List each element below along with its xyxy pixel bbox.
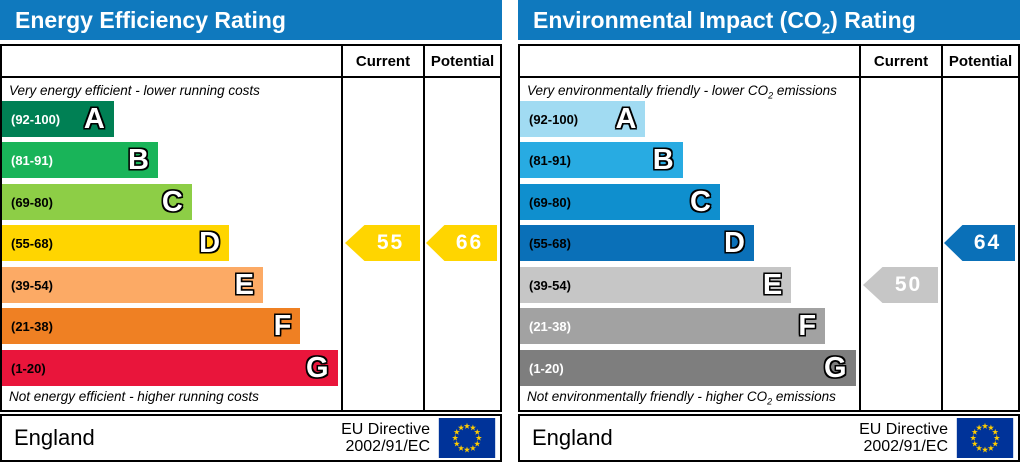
band-letter: E: [762, 269, 783, 301]
top-caption: Very energy efficient - lower running co…: [9, 83, 260, 98]
eu-flag-icon: [956, 418, 1014, 458]
eu-flag-icon: [438, 418, 496, 458]
band-bar-G: (1-20) G: [520, 350, 856, 386]
band-bar-C: (69-80) C: [520, 184, 720, 220]
band-row-A: (92-100) A: [520, 101, 859, 137]
band-range-label: (55-68): [529, 235, 571, 251]
eu-directive-label: EU Directive 2002/91/EC: [859, 421, 948, 455]
band-range-label: (81-91): [529, 152, 571, 168]
panel-title-sub: 2: [821, 20, 831, 38]
band-row-C: (69-80) C: [2, 184, 341, 220]
band-list: (92-100) A (81-91) B (69-80) C: [2, 101, 341, 391]
band-row-D: (55-68) D: [2, 225, 341, 261]
potential-arrow-lane: 66: [425, 101, 500, 391]
panel-footer: England EU Directive 2002/91/EC: [518, 414, 1020, 462]
band-bar-G: (1-20) G: [2, 350, 338, 386]
current-column: Current: [341, 46, 423, 410]
current-rating-arrow: 50: [863, 267, 938, 303]
band-letter: D: [723, 227, 745, 259]
environmental-title-bar: Environmental Impact (CO2) Rating: [518, 0, 1020, 40]
band-bar-B: (81-91) B: [2, 142, 158, 178]
band-row-E: (39-54) E: [2, 267, 341, 303]
band-range-label: (92-100): [11, 111, 61, 127]
band-range-label: (39-54): [11, 277, 53, 293]
band-row-A: (92-100) A: [2, 101, 341, 137]
potential-rating-arrow: 64: [944, 225, 1015, 261]
band-bar-B: (81-91) B: [520, 142, 683, 178]
band-letter: G: [306, 352, 329, 384]
energy-rating-chart: Current Potential Very energy efficient …: [0, 44, 502, 412]
band-bar-A: (92-100) A: [520, 101, 646, 137]
top-caption: Very environmentally friendly - lower CO…: [527, 83, 837, 101]
panel-title-post: ) Rating: [830, 7, 916, 33]
band-letter: E: [234, 269, 255, 301]
band-range-label: (39-54): [529, 277, 571, 293]
band-row-B: (81-91) B: [520, 142, 859, 178]
band-list: (92-100) A (81-91) B (69-80) C: [520, 101, 859, 391]
energy-title-bar: Energy Efficiency Rating: [0, 0, 502, 40]
column-header-row: [520, 46, 1018, 78]
potential-column-header: Potential: [948, 53, 1013, 70]
band-letter: F: [273, 310, 292, 342]
band-bar-F: (21-38) F: [520, 308, 826, 344]
potential-column-header: Potential: [430, 53, 495, 70]
band-row-F: (21-38) F: [2, 308, 341, 344]
band-bar-E: (39-54) E: [2, 267, 264, 303]
band-range-label: (92-100): [529, 111, 579, 127]
column-header-row: [2, 46, 500, 78]
current-arrow-lane: 50: [861, 101, 941, 391]
current-column-header: Current: [873, 53, 929, 70]
band-letter: C: [690, 186, 711, 218]
current-column: Current: [859, 46, 941, 410]
bottom-caption: Not energy efficient - higher running co…: [9, 389, 259, 405]
panel-title: Energy Efficiency Rating: [15, 7, 286, 33]
band-range-label: (21-38): [11, 318, 53, 334]
band-row-G: (1-20) G: [520, 350, 859, 386]
band-range-label: (69-80): [529, 194, 571, 210]
potential-column: Potential: [423, 46, 500, 410]
energy-efficiency-panel: Energy Efficiency Rating Current Potenti…: [0, 0, 502, 464]
potential-column: Potential: [941, 46, 1018, 410]
band-range-label: (1-20): [529, 360, 564, 376]
band-letter: B: [652, 144, 674, 176]
band-row-E: (39-54) E: [520, 267, 859, 303]
region-label: England: [532, 425, 613, 450]
current-column-header: Current: [355, 53, 411, 70]
band-range-label: (1-20): [11, 360, 46, 376]
potential-arrow-lane: 64: [943, 101, 1018, 391]
band-letter: A: [615, 103, 637, 135]
band-letter: B: [127, 144, 149, 176]
co2-rating-chart: Current Potential Very environmentally f…: [518, 44, 1020, 412]
environmental-impact-panel: Environmental Impact (CO2) Rating Curren…: [518, 0, 1020, 464]
band-bar-E: (39-54) E: [520, 267, 792, 303]
band-range-label: (81-91): [11, 152, 53, 168]
band-letter: C: [161, 186, 183, 218]
band-row-F: (21-38) F: [520, 308, 859, 344]
band-row-B: (81-91) B: [2, 142, 341, 178]
band-letter: D: [199, 227, 221, 259]
band-bar-F: (21-38) F: [2, 308, 301, 344]
band-bar-C: (69-80) C: [2, 184, 192, 220]
eu-directive-label: EU Directive 2002/91/EC: [341, 421, 430, 455]
panel-footer: England EU Directive 2002/91/EC: [0, 414, 502, 462]
band-range-label: (55-68): [11, 235, 53, 251]
band-letter: F: [798, 310, 817, 342]
band-range-label: (21-38): [529, 318, 571, 334]
band-bar-D: (55-68) D: [2, 225, 230, 261]
band-range-label: (69-80): [11, 194, 53, 210]
bottom-caption: Not environmentally friendly - higher CO…: [527, 389, 836, 407]
potential-rating-arrow: 66: [426, 225, 497, 261]
band-row-D: (55-68) D: [520, 225, 859, 261]
band-bar-D: (55-68) D: [520, 225, 754, 261]
current-rating-arrow: 55: [345, 225, 420, 261]
band-bar-A: (92-100) A: [2, 101, 114, 137]
band-letter: G: [824, 352, 847, 384]
band-row-G: (1-20) G: [2, 350, 341, 386]
band-row-C: (69-80) C: [520, 184, 859, 220]
panel-title: Environmental Impact (CO: [533, 7, 822, 33]
region-label: England: [14, 425, 95, 450]
band-letter: A: [83, 103, 105, 135]
current-arrow-lane: 55: [343, 101, 423, 391]
